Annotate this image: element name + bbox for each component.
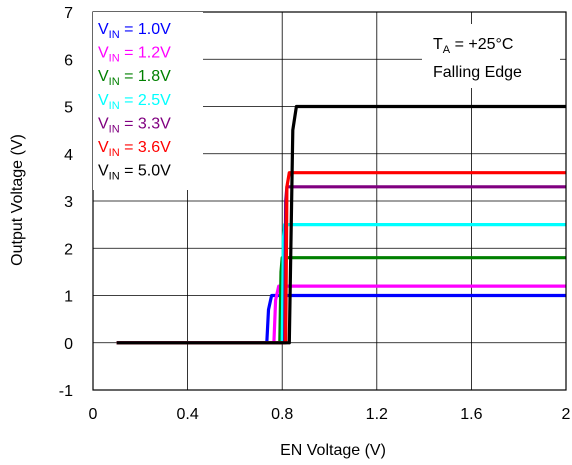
y-tick-label: 6 bbox=[64, 52, 73, 69]
legend-entry-4: VIN = 2.5V bbox=[98, 92, 171, 112]
annotation-t: T bbox=[433, 36, 443, 53]
legend-value: = 3.3V bbox=[120, 115, 171, 132]
x-tick-label: 0 bbox=[89, 406, 98, 423]
legend-subscript: IN bbox=[109, 100, 120, 112]
legend-value: = 2.5V bbox=[120, 92, 171, 109]
legend-main: V bbox=[98, 21, 109, 38]
legend-main: V bbox=[98, 45, 109, 62]
series-line-5 bbox=[116, 185, 566, 345]
legend-entry-3: VIN = 1.8V bbox=[98, 68, 171, 88]
x-tick-label: 1.6 bbox=[460, 406, 482, 423]
x-tick-labels: 0 0.4 0.8 1.2 1.6 2 bbox=[89, 406, 571, 423]
plot-frame bbox=[92, 11, 567, 391]
legend-main: V bbox=[98, 92, 109, 109]
x-tick-label: 0.8 bbox=[271, 406, 293, 423]
x-axis-label: EN Voltage (V) bbox=[280, 442, 386, 459]
legend-subscript: IN bbox=[109, 53, 120, 65]
legend-main: V bbox=[98, 163, 109, 180]
annotation-t-subscript: A bbox=[443, 44, 451, 56]
y-tick-label: 2 bbox=[64, 241, 73, 258]
y-tick-label: -1 bbox=[59, 383, 73, 400]
annotation-edge: Falling Edge bbox=[433, 64, 522, 81]
legend-subscript: IN bbox=[109, 171, 120, 183]
series-line-3 bbox=[116, 256, 566, 345]
legend-entry-5: VIN = 3.3V bbox=[98, 115, 171, 135]
y-tick-label: 3 bbox=[64, 194, 73, 211]
series-line-4 bbox=[116, 223, 566, 345]
annotation-temp-value: = +25°C bbox=[450, 36, 513, 53]
legend-box bbox=[93, 12, 203, 190]
legend-entry-7: VIN = 5.0V bbox=[98, 163, 171, 183]
legend-main: V bbox=[98, 68, 109, 85]
series-line-1 bbox=[116, 293, 566, 345]
annotation-box bbox=[422, 24, 560, 88]
y-axis-label: Output Voltage (V) bbox=[9, 134, 26, 266]
legend-entry-6: VIN = 3.6V bbox=[98, 139, 171, 159]
x-tick-label: 0.4 bbox=[176, 406, 198, 423]
y-tick-label: 1 bbox=[64, 289, 73, 306]
legend-value: = 1.0V bbox=[120, 21, 171, 38]
annotation-temperature: TA = +25°C bbox=[433, 36, 513, 56]
legend-value: = 1.8V bbox=[120, 68, 171, 85]
x-tick-label: 2 bbox=[562, 406, 571, 423]
series-line-7 bbox=[116, 104, 566, 345]
legend-subscript: IN bbox=[109, 123, 120, 135]
y-tick-label: 0 bbox=[64, 336, 73, 353]
legend-subscript: IN bbox=[109, 76, 120, 88]
legend-subscript: IN bbox=[109, 147, 120, 159]
legend-main: V bbox=[98, 115, 109, 132]
legend-entry-1: VIN = 1.0V bbox=[98, 21, 171, 41]
legend-value: = 5.0V bbox=[120, 163, 171, 180]
legend-value: = 1.2V bbox=[120, 45, 171, 62]
y-tick-label: 5 bbox=[64, 100, 73, 117]
legend-main: V bbox=[98, 139, 109, 156]
y-tick-label: 4 bbox=[64, 147, 73, 164]
y-tick-label: 7 bbox=[64, 5, 73, 22]
y-tick-labels: -1 0 1 2 3 4 5 6 7 bbox=[59, 5, 73, 400]
legend-value: = 3.6V bbox=[120, 139, 171, 156]
legend-entry-2: VIN = 1.2V bbox=[98, 45, 171, 65]
series-lines bbox=[116, 104, 566, 345]
x-tick-label: 1.2 bbox=[366, 406, 388, 423]
legend-subscript: IN bbox=[109, 29, 120, 41]
